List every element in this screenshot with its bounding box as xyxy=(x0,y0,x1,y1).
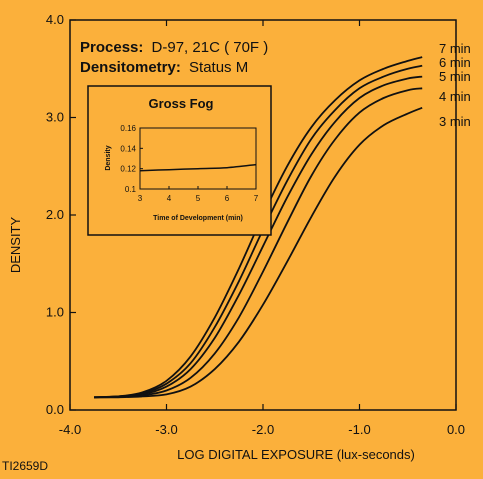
density-curve-3-min xyxy=(94,106,423,399)
inset-y-tick-label: 0.12 xyxy=(120,165,136,174)
x-tick-label: 0.0 xyxy=(447,422,465,437)
inset-y-tick-label: 0.16 xyxy=(120,124,136,133)
density-curve-4-min xyxy=(94,87,423,399)
gross-fog-curve xyxy=(139,163,257,172)
x-tick-label: -1.0 xyxy=(348,422,370,437)
process-line: Process: D-97, 21C ( 70F ) xyxy=(80,39,268,56)
inset-frame xyxy=(87,85,272,236)
curve-label-7-min: 7 min xyxy=(439,41,471,56)
main-ticks: -4.0 -3.0 -2.0 -1.0 0.0 0.0 1.0 2.0 3.0 4.0 xyxy=(46,12,465,437)
gross-fog-inset: Gross Fog Density Time of Development (m… xyxy=(87,85,272,236)
inset-x-axis-label: Time of Development (min) xyxy=(153,215,243,222)
densitometry-value: Status M xyxy=(189,59,248,76)
y-axis-label: DENSITY xyxy=(8,217,23,274)
x-tick-label: -2.0 xyxy=(252,422,274,437)
inset-y-axis-label: Density xyxy=(105,145,112,170)
density-curve-5-min xyxy=(94,75,423,399)
inset-curves xyxy=(139,163,257,172)
densitometry-line: Densitometry: Status M xyxy=(80,59,248,76)
process-label: Process: xyxy=(80,39,143,56)
curve-label-3-min: 3 min xyxy=(439,114,471,129)
inset-title: Gross Fog xyxy=(148,96,213,111)
x-axis-label: LOG DIGITAL EXPOSURE (lux-seconds) xyxy=(177,447,415,462)
inset-x-tick-label: 4 xyxy=(167,194,172,203)
densitometry-label: Densitometry: xyxy=(80,59,181,76)
x-tick-label: -4.0 xyxy=(59,422,81,437)
x-tick-label: -3.0 xyxy=(155,422,177,437)
inset-ticks: 3 4 5 6 7 0.1 0.12 0.14 0.16 xyxy=(120,124,258,203)
y-tick-label: 4.0 xyxy=(46,12,64,27)
y-tick-label: 3.0 xyxy=(46,110,64,125)
curve-label-6-min: 6 min xyxy=(439,55,471,70)
curve-label-4-min: 4 min xyxy=(439,89,471,104)
y-tick-label: 2.0 xyxy=(46,207,64,222)
inset-x-tick-label: 7 xyxy=(254,194,259,203)
inset-y-tick-label: 0.1 xyxy=(125,185,137,194)
inset-x-tick-label: 6 xyxy=(225,194,230,203)
inset-x-tick-label: 3 xyxy=(138,194,143,203)
y-tick-label: 0.0 xyxy=(46,402,64,417)
inset-x-tick-label: 5 xyxy=(196,194,201,203)
curve-label-5-min: 5 min xyxy=(439,69,471,84)
process-value: D-97, 21C ( 70F ) xyxy=(152,39,269,56)
footer-code: TI2659D xyxy=(2,459,48,473)
inset-y-tick-label: 0.14 xyxy=(120,144,136,153)
y-tick-label: 1.0 xyxy=(46,305,64,320)
